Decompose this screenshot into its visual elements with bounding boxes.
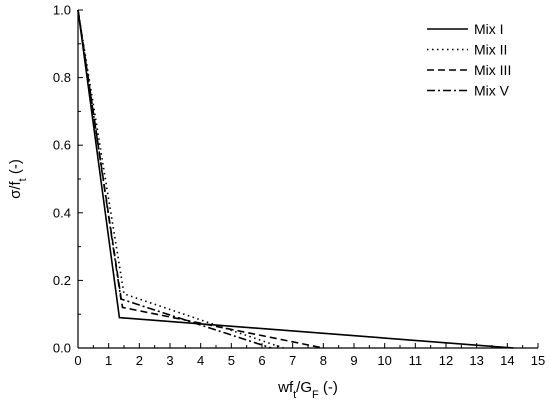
y-tick-label: 1.0 xyxy=(53,3,71,18)
plot-area xyxy=(77,10,538,349)
series-line-mix-iii xyxy=(77,9,324,349)
x-tick-label: 10 xyxy=(377,353,391,368)
x-tick-label: 6 xyxy=(258,353,265,368)
y-tick-label: 0.4 xyxy=(53,205,71,220)
legend-label-mix-iii: Mix III xyxy=(474,62,511,78)
y-tick-label: 0.6 xyxy=(53,138,71,153)
series-line-mix-ii xyxy=(77,9,284,349)
x-tick-label: 3 xyxy=(166,353,173,368)
y-axis-title: σ/ft (-) xyxy=(7,159,29,199)
x-tick-label: 1 xyxy=(105,353,112,368)
x-tick-label: 13 xyxy=(469,353,483,368)
y-ticks: 0.0 0.2 0.4 0.6 0.8 1.0 xyxy=(53,3,83,356)
legend-label-mix-i: Mix I xyxy=(474,21,504,37)
x-tick-label: 14 xyxy=(500,353,514,368)
x-tick-label: 5 xyxy=(228,353,235,368)
x-tick-label: 4 xyxy=(197,353,204,368)
legend-label-mix-ii: Mix II xyxy=(474,42,507,58)
y-tick-label: 0.8 xyxy=(53,70,71,85)
x-tick-label: 8 xyxy=(320,353,327,368)
svg-text:σ/ft (-): σ/ft (-) xyxy=(7,159,29,199)
x-tick-label: 12 xyxy=(439,353,453,368)
x-axis-title: wft/GF (-) xyxy=(277,379,338,401)
y-tick-label: 0.2 xyxy=(53,273,71,288)
x-tick-label: 0 xyxy=(74,353,81,368)
legend: Mix I Mix II Mix III Mix V xyxy=(427,21,511,99)
svg-text:wft/GF (-): wft/GF (-) xyxy=(277,379,338,401)
x-tick-label: 2 xyxy=(136,353,143,368)
x-tick-label: 11 xyxy=(409,353,423,368)
series-line-mix-i xyxy=(77,9,514,349)
x-tick-label: 9 xyxy=(350,353,357,368)
y-tick-label: 0.0 xyxy=(53,341,71,356)
x-tick-label: 7 xyxy=(289,353,296,368)
x-tick-label: 15 xyxy=(531,353,545,368)
legend-label-mix-v: Mix V xyxy=(474,83,510,99)
series-group xyxy=(77,9,514,349)
x-ticks: 0 1 2 3 4 5 6 7 8 9 10 11 12 13 14 15 xyxy=(74,343,545,368)
series-line-mix-v xyxy=(77,9,272,349)
